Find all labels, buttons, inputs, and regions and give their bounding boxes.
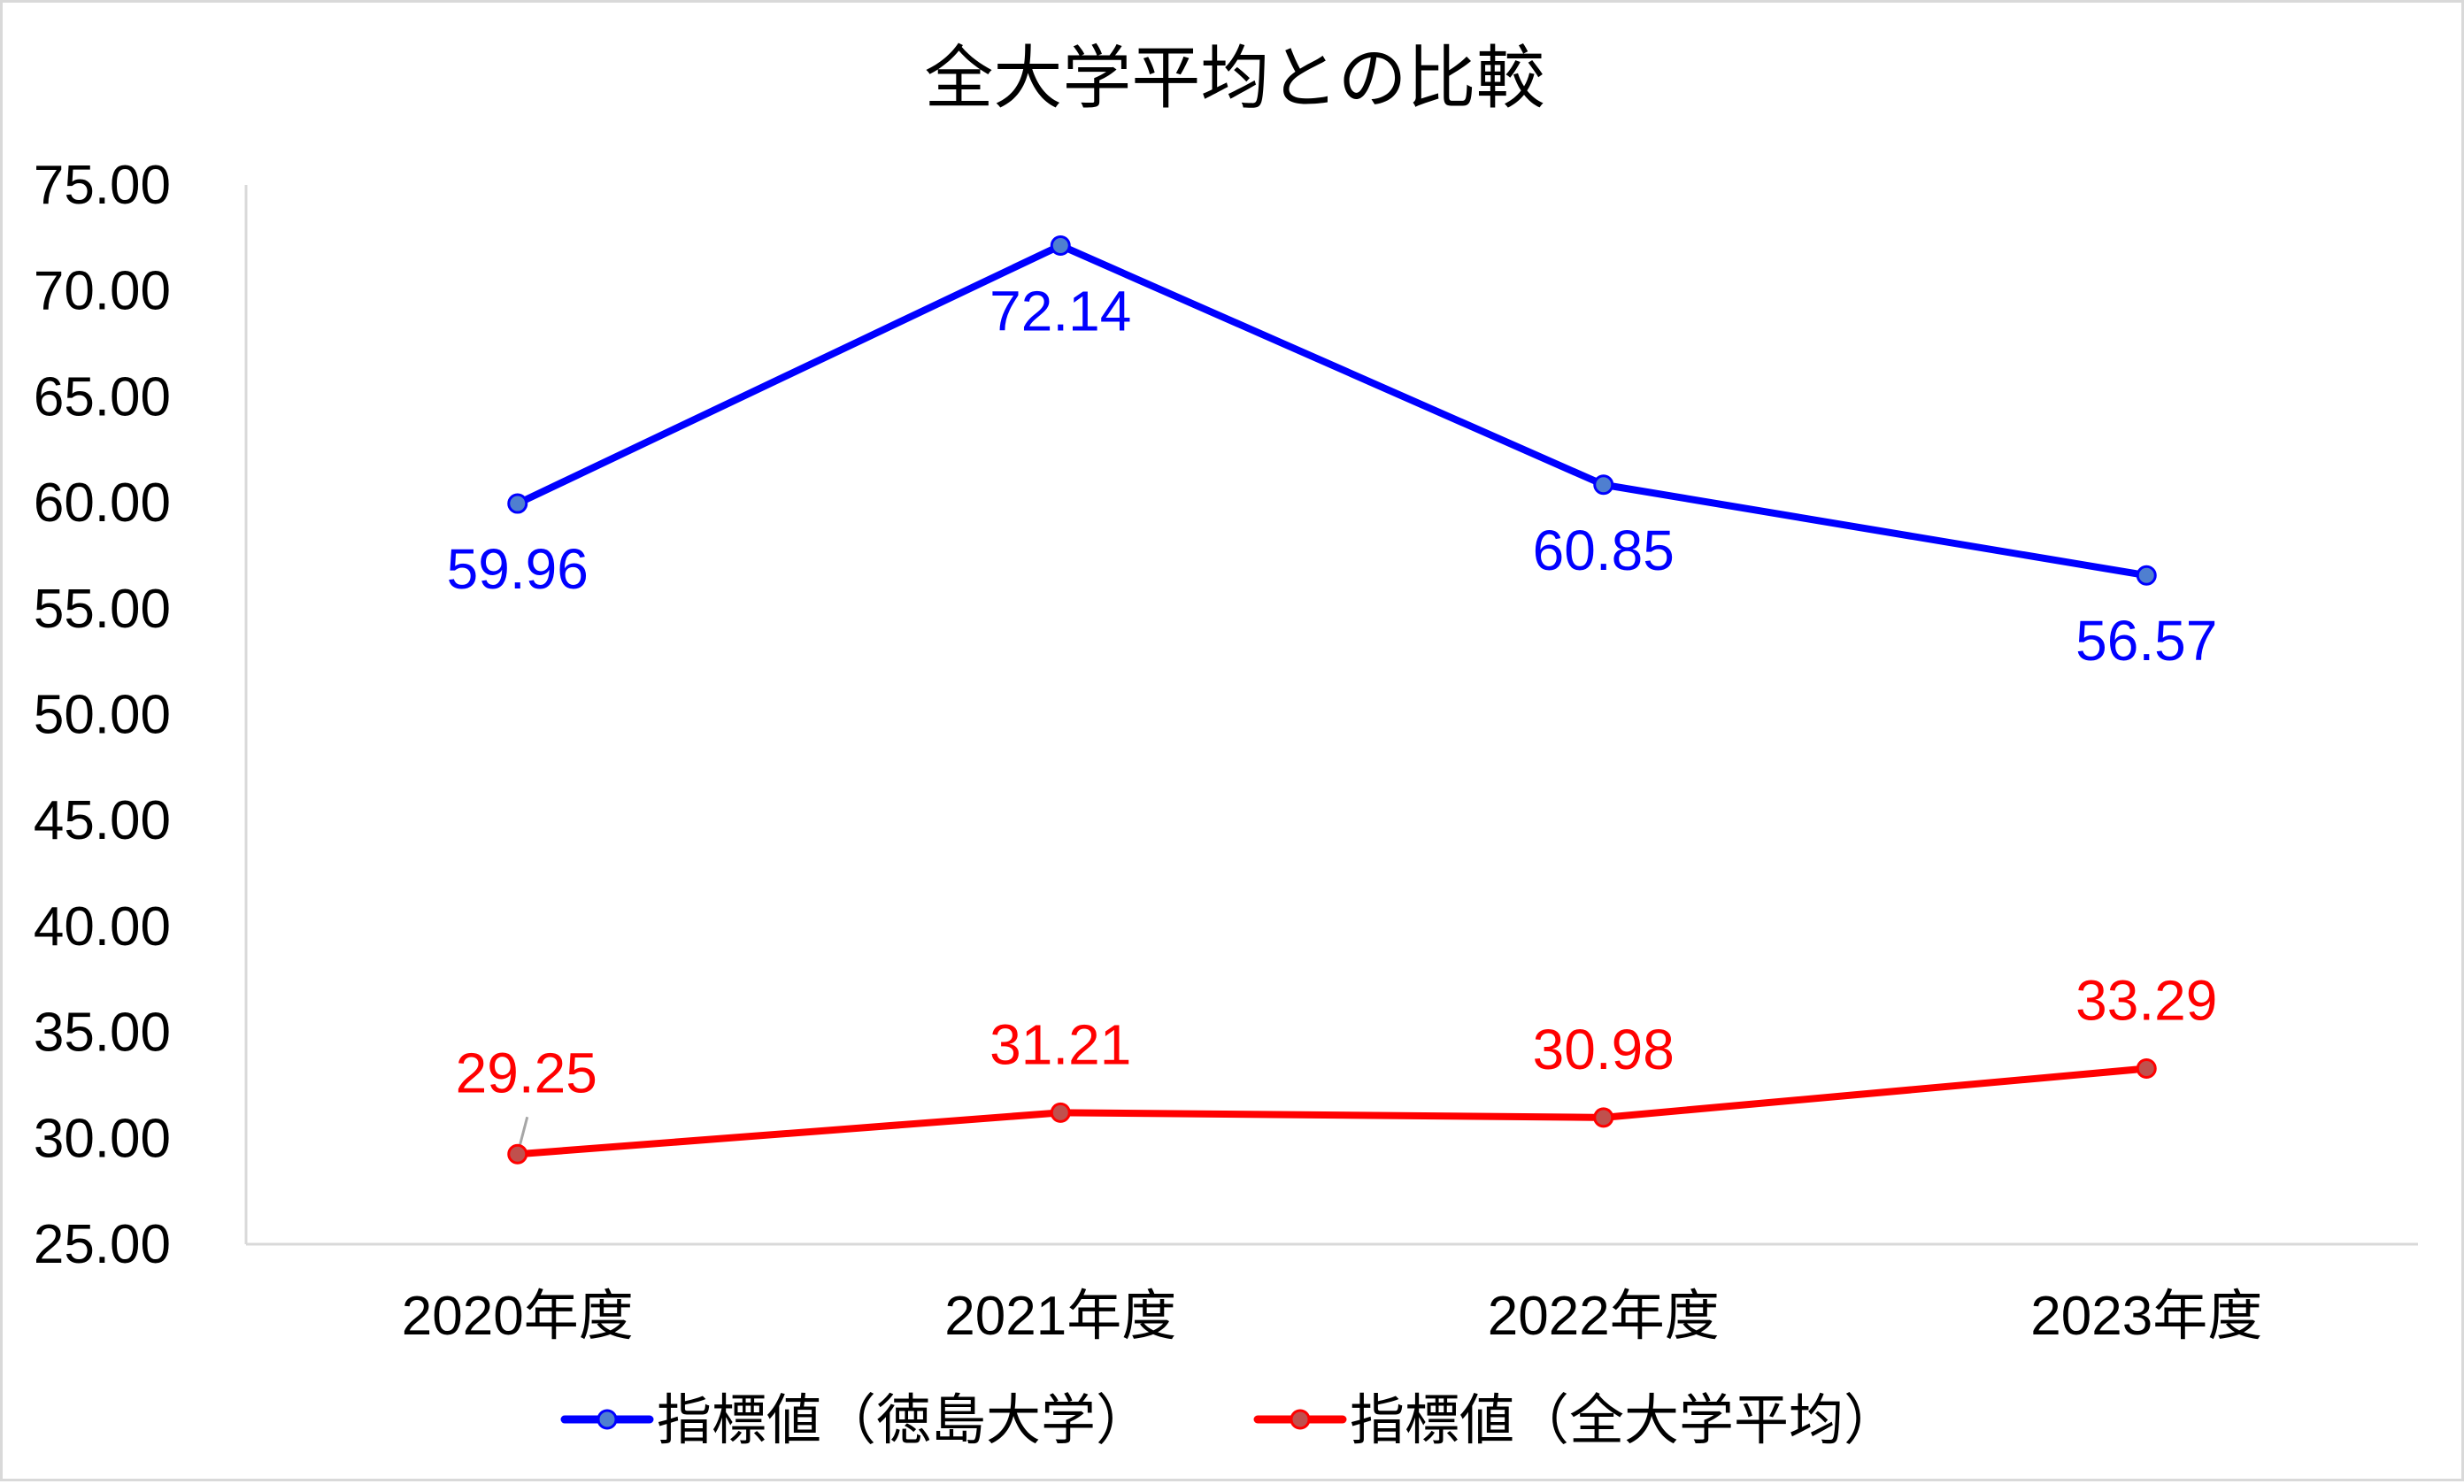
data-label: 56.57 xyxy=(2075,609,2217,673)
legend-marker-icon xyxy=(1290,1409,1311,1430)
y-tick-label: 75.00 xyxy=(34,155,171,216)
y-tick-label: 65.00 xyxy=(34,366,171,427)
data-point-marker xyxy=(1050,235,1071,256)
y-tick-label: 30.00 xyxy=(34,1108,171,1169)
data-label: 30.98 xyxy=(1533,1018,1675,1081)
data-point-marker xyxy=(1593,1107,1614,1128)
y-tick-label: 70.00 xyxy=(34,261,171,322)
y-tick-label: 55.00 xyxy=(34,579,171,640)
series-line-1 xyxy=(517,1065,2147,1158)
x-tick-label: 2020年度 xyxy=(402,1286,634,1347)
data-label: 31.21 xyxy=(989,1012,1131,1076)
chart-title: 全大学平均との比較 xyxy=(924,39,1544,117)
x-tick-label: 2023年度 xyxy=(2030,1286,2262,1347)
legend-label: 指標値（全大学平均） xyxy=(1350,1390,1898,1451)
y-tick-label: 40.00 xyxy=(34,896,171,957)
data-point-marker xyxy=(507,493,528,514)
data-point-marker xyxy=(2136,1058,2157,1080)
y-tick-label: 35.00 xyxy=(34,1003,171,1064)
data-point-marker xyxy=(1050,1102,1071,1123)
y-tick-label: 50.00 xyxy=(34,685,171,746)
x-tick-label: 2022年度 xyxy=(1488,1286,1720,1347)
legend-marker-icon xyxy=(597,1409,618,1430)
data-label: 33.29 xyxy=(2075,969,2217,1033)
data-label: 72.14 xyxy=(989,279,1131,342)
y-tick-label: 45.00 xyxy=(34,790,171,851)
x-tick-label: 2021年度 xyxy=(944,1286,1176,1347)
y-tick-label: 60.00 xyxy=(34,473,171,534)
data-point-marker xyxy=(507,1143,528,1165)
data-point-marker xyxy=(2136,565,2157,586)
y-tick-label: 25.00 xyxy=(34,1214,171,1275)
data-label: 29.25 xyxy=(456,1041,597,1104)
line-chart: 全大学平均との比較 25.00 30.00 35.00 40.00 45.00 50.00… xyxy=(34,39,2418,1451)
legend-label: 指標値（徳島大学） xyxy=(657,1390,1151,1451)
data-point-marker xyxy=(1593,474,1614,496)
data-label: 60.85 xyxy=(1533,519,1675,582)
data-label: 59.96 xyxy=(447,537,589,601)
series-line-0 xyxy=(516,242,2147,580)
